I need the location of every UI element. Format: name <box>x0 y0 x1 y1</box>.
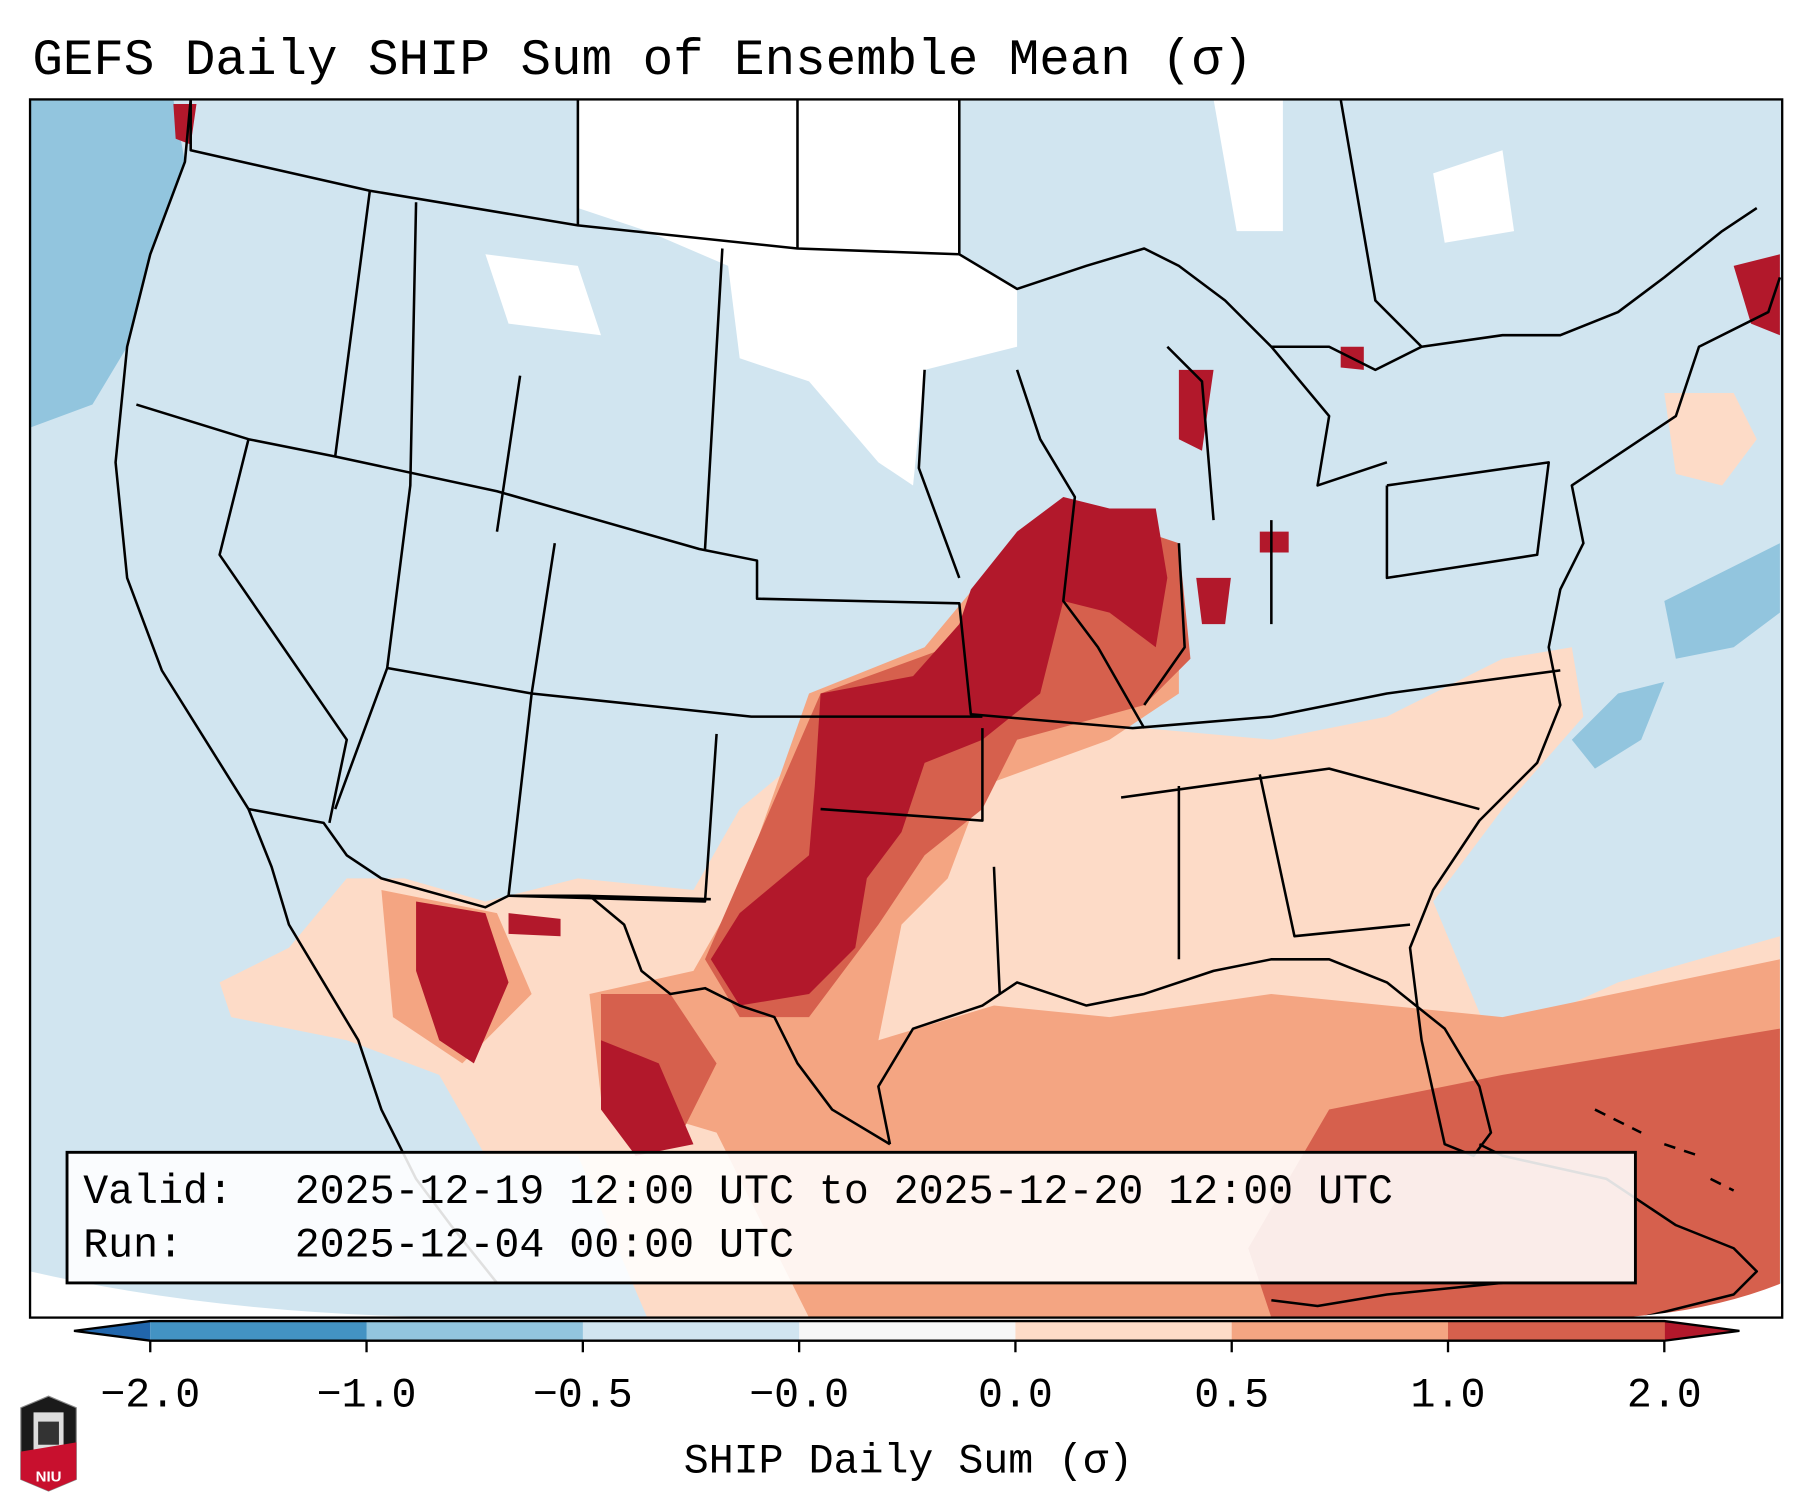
colorbar-tick-label: 1.0 <box>1411 1373 1486 1420</box>
north-neutral-area <box>577 99 1018 486</box>
colorbar-tick-label: 0.5 <box>1194 1373 1269 1420</box>
colorbar-segment <box>1448 1321 1665 1341</box>
colorbar-tick-label: −0.5 <box>533 1373 633 1420</box>
map-frame <box>28 98 1784 1319</box>
svg-text:NIU: NIU <box>36 1469 62 1486</box>
extreme-positive-area <box>173 104 1780 1156</box>
colorbar-segment <box>582 1321 800 1341</box>
colorbar-extend-low <box>73 1321 151 1341</box>
colorbar-extend-high <box>1664 1321 1740 1341</box>
colorbar-tick-label: −0.0 <box>749 1373 849 1420</box>
colorbar-segment <box>1015 1321 1233 1341</box>
valid-label: Valid: <box>83 1169 233 1216</box>
valid-time: 2025-12-19 12:00 UTC to 2025-12-20 12:00… <box>295 1169 1393 1216</box>
pacific-negative-area <box>30 99 185 428</box>
colorbar-tick-label: −1.0 <box>317 1373 417 1420</box>
info-box: Valid: 2025-12-19 12:00 UTC to 2025-12-2… <box>65 1150 1637 1285</box>
colorbar-segment <box>366 1321 584 1341</box>
colorbar-segment <box>799 1321 1017 1341</box>
colorbar-segment <box>150 1321 368 1341</box>
figure-title: GEFS Daily SHIP Sum of Ensemble Mean (σ) <box>32 33 1252 90</box>
colorbar: −2.0 −1.0 −0.5 −0.0 0.0 0.5 1.0 2.0 <box>73 1319 1740 1420</box>
colorbar-tick-label: −2.0 <box>100 1373 200 1420</box>
niu-logo: NIU <box>20 1395 77 1492</box>
map-boundaries <box>114 99 1782 1318</box>
run-label: Run: <box>83 1222 183 1269</box>
run-time: 2025-12-04 00:00 UTC <box>295 1222 794 1269</box>
colorbar-tick-label: 2.0 <box>1627 1373 1702 1420</box>
colorbar-label: SHIP Daily Sum (σ) <box>684 1438 1133 1485</box>
map-panel <box>30 99 1783 1318</box>
atlantic-negative-area <box>1571 543 1780 769</box>
colorbar-tick-label: 0.0 <box>978 1373 1053 1420</box>
colorbar-segment <box>1231 1321 1449 1341</box>
